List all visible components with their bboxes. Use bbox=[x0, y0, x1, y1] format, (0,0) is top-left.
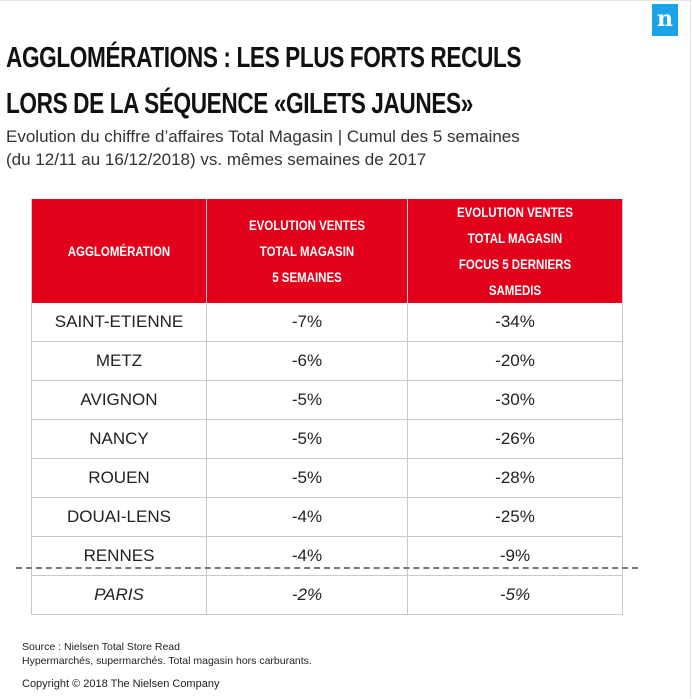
copyright: Copyright © 2018 The Nielsen Company bbox=[22, 678, 220, 690]
table-row: METZ -6% -20% bbox=[31, 341, 623, 381]
source-line-2: Hypermarchés, supermarchés. Total magasi… bbox=[22, 655, 312, 667]
cell-five-weeks: -4% bbox=[206, 536, 408, 576]
cell-five-weeks: -5% bbox=[206, 380, 408, 420]
cell-city: RENNES bbox=[31, 536, 207, 576]
cell-five-weeks: -2% bbox=[206, 575, 408, 615]
cell-saturdays: -34% bbox=[407, 303, 623, 342]
cell-saturdays: -20% bbox=[407, 341, 623, 381]
table-row: RENNES -4% -9% bbox=[31, 536, 623, 576]
sales-table: AGGLOMÉRATION EVOLUTION VENTES TOTAL MAG… bbox=[31, 199, 623, 615]
table-row: ROUEN -5% -28% bbox=[31, 458, 623, 498]
header-line: TOTAL MAGASIN bbox=[259, 243, 355, 259]
chart-subtitle-line-2: (du 12/11 au 16/12/2018) vs. mêmes semai… bbox=[6, 150, 427, 169]
cell-city: PARIS bbox=[31, 575, 207, 615]
cell-five-weeks: -5% bbox=[206, 419, 408, 459]
source-note: Source : Nielsen Total Store Read Hyperm… bbox=[22, 640, 312, 668]
source-line-1: Source : Nielsen Total Store Read bbox=[22, 641, 180, 653]
cell-city: AVIGNON bbox=[31, 380, 207, 420]
header-agglomeration: AGGLOMÉRATION bbox=[31, 199, 207, 303]
table-header-row: AGGLOMÉRATION EVOLUTION VENTES TOTAL MAG… bbox=[31, 199, 623, 303]
header-line: FOCUS 5 DERNIERS SAMEDIS bbox=[458, 256, 572, 298]
header-five-weeks: EVOLUTION VENTES TOTAL MAGASIN 5 SEMAINE… bbox=[206, 199, 408, 303]
cell-saturdays: -26% bbox=[407, 419, 623, 459]
cell-saturdays: -5% bbox=[407, 575, 623, 615]
table-row: SAINT-ETIENNE -7% -34% bbox=[31, 303, 623, 342]
cell-saturdays: -28% bbox=[407, 458, 623, 498]
cell-city: DOUAI-LENS bbox=[31, 497, 207, 537]
header-line: TOTAL MAGASIN bbox=[467, 230, 563, 246]
table-row: NANCY -5% -26% bbox=[31, 419, 623, 459]
header-line: AGGLOMÉRATION bbox=[67, 243, 171, 259]
cell-saturdays: -9% bbox=[407, 536, 623, 576]
cell-city: METZ bbox=[31, 341, 207, 381]
cell-five-weeks: -7% bbox=[206, 303, 408, 342]
cell-city: ROUEN bbox=[31, 458, 207, 498]
table-row: PARIS -2% -5% bbox=[31, 575, 623, 615]
header-line: EVOLUTION VENTES bbox=[248, 217, 366, 233]
chart-title-line-1: AGGLOMÉRATIONS : LES PLUS FORTS RECULS bbox=[6, 42, 522, 74]
cell-five-weeks: -6% bbox=[206, 341, 408, 381]
chart-subtitle-line-1: Evolution du chiffre d’affaires Total Ma… bbox=[6, 127, 520, 146]
dashed-separator bbox=[16, 567, 638, 569]
header-line: 5 SEMAINES bbox=[272, 269, 342, 285]
cell-city: NANCY bbox=[31, 419, 207, 459]
nielsen-logo: n bbox=[652, 4, 678, 36]
table-row: DOUAI-LENS -4% -25% bbox=[31, 497, 623, 537]
cell-five-weeks: -4% bbox=[206, 497, 408, 537]
cell-five-weeks: -5% bbox=[206, 458, 408, 498]
cell-city: SAINT-ETIENNE bbox=[31, 303, 207, 342]
chart-title-line-2: LORS DE LA SÉQUENCE «GILETS JAUNES» bbox=[6, 88, 473, 120]
table-row: AVIGNON -5% -30% bbox=[31, 380, 623, 420]
cell-saturdays: -30% bbox=[407, 380, 623, 420]
header-line: EVOLUTION VENTES bbox=[456, 204, 574, 220]
cell-saturdays: -25% bbox=[407, 497, 623, 537]
header-saturdays: EVOLUTION VENTES TOTAL MAGASIN FOCUS 5 D… bbox=[407, 199, 623, 303]
